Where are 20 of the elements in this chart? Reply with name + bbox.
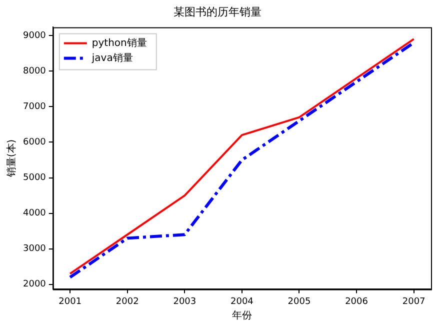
y-tick-label: 8000 <box>23 66 46 76</box>
x-tick-label: 2001 <box>58 296 82 307</box>
x-tick-label: 2004 <box>230 296 254 307</box>
x-tick-label: 2007 <box>402 296 426 307</box>
chart-title: 某图书的历年销量 <box>174 5 262 18</box>
x-tick-label: 2002 <box>116 296 139 307</box>
x-tick-label: 2003 <box>173 296 196 307</box>
y-tick-label: 3000 <box>23 244 46 254</box>
y-tick-label: 9000 <box>23 30 46 41</box>
y-tick-label: 6000 <box>23 138 46 148</box>
x-tick-label: 2006 <box>345 296 368 307</box>
y-tick-label: 7000 <box>23 102 46 112</box>
x-axis-title: 年份 <box>232 310 252 322</box>
y-tick-label: 4000 <box>23 208 46 219</box>
y-tick-label: 5000 <box>23 173 46 184</box>
legend-label: python销量 <box>92 38 147 49</box>
y-tick-label: 2000 <box>23 280 46 290</box>
legend-label: java销量 <box>90 52 133 64</box>
x-tick-label: 2005 <box>288 296 311 307</box>
y-axis-title: 销量(本) <box>6 139 18 178</box>
